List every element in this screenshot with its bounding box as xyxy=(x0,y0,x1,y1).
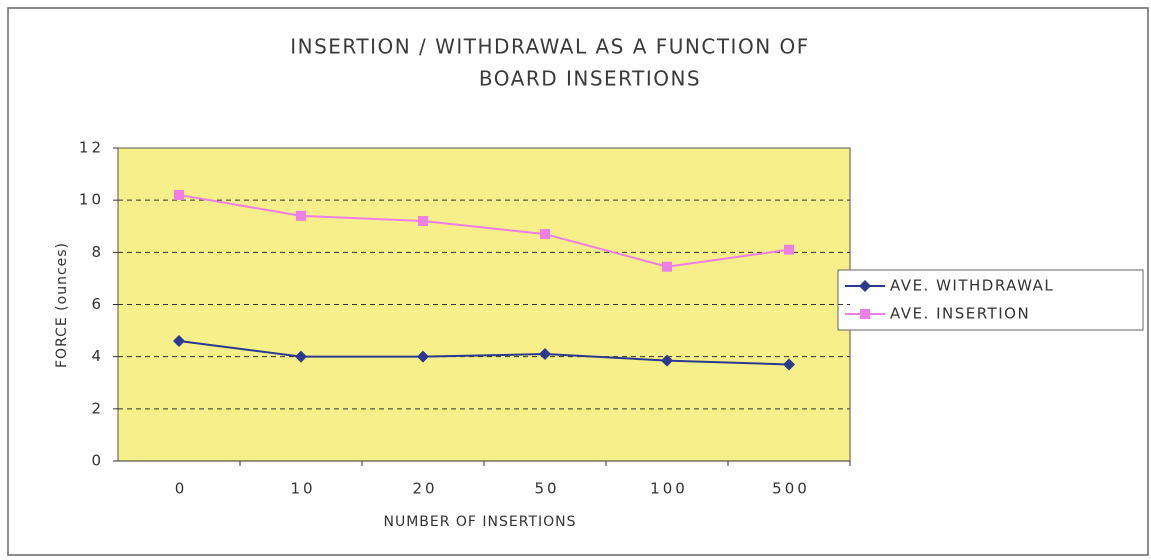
point xyxy=(783,358,795,371)
point xyxy=(662,261,672,272)
y-tick-label: 4 xyxy=(91,347,104,365)
y-tick-label: 12 xyxy=(79,139,104,157)
y-axis-label: FORCE (ounces) xyxy=(54,242,70,368)
series-line xyxy=(178,193,790,268)
legend-label: AVE. WITHDRAWAL xyxy=(890,277,1054,295)
point xyxy=(418,216,428,227)
point xyxy=(417,350,429,363)
x-axis-label: NUMBER OF INSERTIONS xyxy=(383,514,576,530)
y-tick-label: 8 xyxy=(91,243,104,261)
point xyxy=(173,335,185,348)
point xyxy=(860,309,870,319)
legend-label: AVE. INSERTION xyxy=(890,305,1030,323)
chart-title: INSERTION / WITHDRAWAL AS A FUNCTION OF xyxy=(290,35,810,59)
x-tick-label: 50 xyxy=(534,480,559,498)
point xyxy=(295,350,307,363)
point xyxy=(859,280,871,292)
point xyxy=(174,189,184,200)
point xyxy=(539,348,551,361)
x-tick-label: 100 xyxy=(650,480,688,498)
y-tick-label: 2 xyxy=(91,399,104,417)
series-line xyxy=(178,340,790,366)
point xyxy=(296,210,306,221)
point xyxy=(661,354,673,367)
chart-title: BOARD INSERTIONS xyxy=(479,67,701,91)
point xyxy=(540,229,550,240)
y-tick-label: 10 xyxy=(79,191,104,209)
point xyxy=(784,244,794,255)
x-tick-label: 500 xyxy=(772,480,810,498)
legend xyxy=(837,269,1144,331)
x-tick-label: 20 xyxy=(412,480,437,498)
x-tick-label: 10 xyxy=(290,480,315,498)
x-tick-label: 0 xyxy=(175,480,188,498)
y-tick-label: 0 xyxy=(91,452,104,470)
y-tick-label: 6 xyxy=(91,295,104,313)
